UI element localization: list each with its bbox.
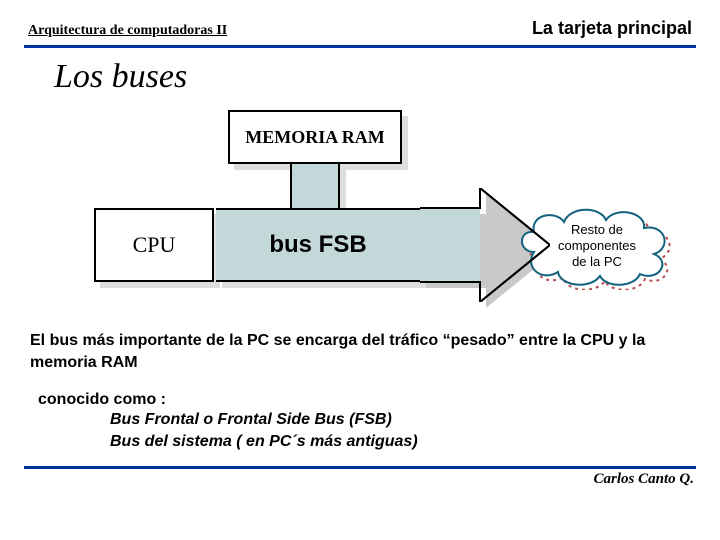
bus-box: bus FSB — [216, 208, 420, 282]
author-credit: Carlos Canto Q. — [0, 469, 720, 488]
known-as-label: conocido como : — [0, 373, 720, 409]
alias-list: Bus Frontal o Frontal Side Bus (FSB) Bus… — [0, 409, 720, 452]
course-name: Arquitectura de computadoras II — [28, 23, 227, 39]
vertical-connector — [290, 164, 340, 210]
cloud-line3: de la PC — [572, 254, 622, 269]
alias-2: Bus del sistema ( en PC´s más antiguas) — [110, 431, 690, 453]
ram-box: MEMORIA RAM — [228, 110, 402, 164]
cpu-label: CPU — [133, 232, 176, 258]
slide-topic: La tarjeta principal — [532, 18, 692, 39]
ram-label: MEMORIA RAM — [245, 127, 384, 148]
slide-header: Arquitectura de computadoras II La tarje… — [0, 0, 720, 43]
section-title: Los buses — [0, 48, 720, 96]
bus-diagram: MEMORIA RAM CPU bus FSB Resto de compone… — [0, 106, 720, 326]
cloud-line1: Resto de — [571, 222, 623, 237]
bus-label: bus FSB — [269, 231, 366, 259]
body-paragraph: El bus más importante de la PC se encarg… — [0, 326, 720, 373]
cloud-line2: componentes — [558, 238, 636, 253]
alias-1: Bus Frontal o Frontal Side Bus (FSB) — [110, 409, 690, 431]
arrowhead-icon — [420, 188, 550, 302]
cpu-box: CPU — [94, 208, 214, 282]
